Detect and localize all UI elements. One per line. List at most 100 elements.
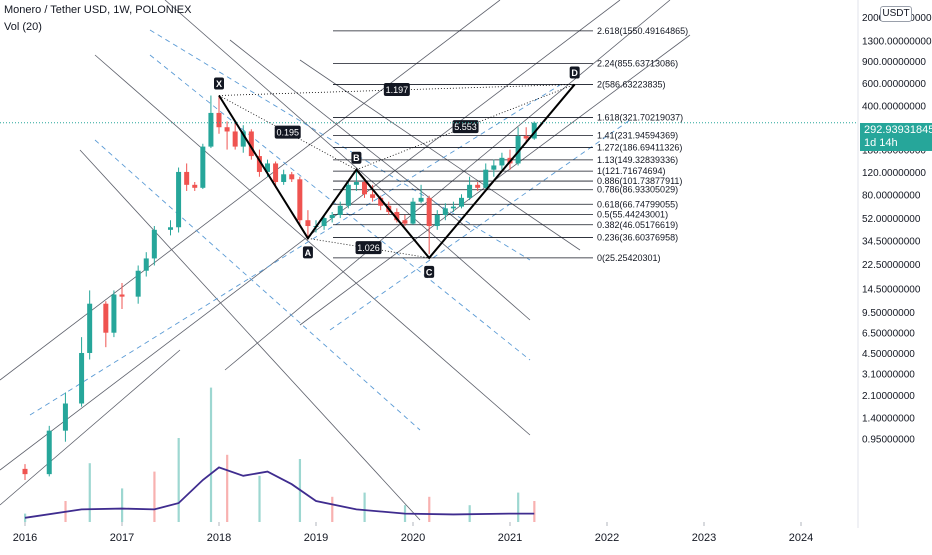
- candle-body: [256, 156, 262, 172]
- channel-line: [299, 59, 581, 251]
- volume-bar: [226, 454, 229, 522]
- pattern-ratio-label: 0.195: [276, 128, 299, 138]
- price-tick-label: 120.00000000: [862, 168, 926, 179]
- channel-line: [94, 54, 531, 436]
- fib-level-label: 1(121.71674694): [597, 166, 666, 176]
- candle-body: [62, 403, 68, 431]
- pattern-ratio-label: 1.026: [357, 243, 380, 253]
- candle-body: [329, 214, 335, 219]
- candle-body: [248, 131, 254, 157]
- time-tick-label: 2024: [789, 532, 813, 544]
- price-tick-label: 4.50000000: [862, 349, 915, 360]
- fib-level-label: 0.236(36.60376958): [597, 232, 678, 242]
- pattern-point-badge: [569, 66, 580, 79]
- price-tick-label: 34.50000000: [862, 237, 921, 248]
- volume-bar: [363, 492, 366, 522]
- candle-body: [208, 112, 214, 147]
- fib-level-label: 1.13(149.32839336): [597, 155, 678, 165]
- price-tick-label: 80.00000000: [862, 190, 921, 201]
- candle-body: [151, 229, 157, 259]
- candle-body: [394, 212, 400, 221]
- currency-unit-badge[interactable]: USDT: [880, 6, 912, 22]
- candle-body: [240, 131, 246, 147]
- volume-bar: [331, 496, 334, 522]
- pattern-point-badge: [302, 246, 313, 259]
- fib-levels: 2.618(1550.49164865) 2.24(855.63713086) 2(…: [333, 26, 688, 263]
- price-tick-label: 14.50000000: [862, 284, 921, 295]
- candle-body: [426, 197, 432, 227]
- candle-body: [176, 171, 182, 228]
- fib-level-label: 0.382(46.05176619): [597, 220, 678, 230]
- candle-body: [289, 174, 295, 180]
- pattern-point-label: A: [305, 248, 312, 258]
- candle-body: [46, 430, 52, 475]
- volume-bar: [533, 501, 536, 522]
- time-tick-label: 2016: [13, 532, 37, 544]
- candle-body: [499, 157, 505, 166]
- time-tick-label: 2021: [498, 532, 522, 544]
- fib-level-label: 0.618(66.74799055): [597, 199, 678, 209]
- candle-body: [378, 197, 384, 206]
- candle-body: [362, 181, 367, 195]
- candle-body: [483, 169, 489, 188]
- time-tick-label: 2017: [110, 532, 134, 544]
- price-tick-label: 52.00000000: [862, 214, 921, 225]
- candle-body: [232, 131, 238, 147]
- candle-body: [111, 294, 117, 333]
- price-tick-label: 2.10000000: [862, 391, 915, 402]
- pattern-ratio-badge: [383, 82, 410, 96]
- fib-level-label: 1.41(231.94594369): [597, 131, 678, 141]
- fib-level-label: 2.24(855.63713086): [597, 59, 678, 69]
- candle-body: [442, 208, 448, 215]
- volume-bar: [177, 438, 180, 522]
- volume-bars: [24, 387, 536, 522]
- fib-level-label: 1.272(186.69411326): [597, 143, 682, 153]
- price-tick-label: 900.00000000: [862, 57, 926, 68]
- time-tick-label: 2023: [692, 532, 716, 544]
- candle-body: [402, 220, 408, 224]
- candle-body: [410, 201, 416, 224]
- symbol-title[interactable]: Monero / Tether USD, 1W, POLONIEX: [4, 4, 192, 16]
- candle-body: [450, 206, 456, 209]
- candle-body: [224, 127, 230, 132]
- fib-level-label: 0.886(101.73877911): [597, 176, 682, 186]
- volume-bar: [88, 463, 91, 522]
- fib-level-label: 0.5(55.44243001): [597, 210, 668, 220]
- candle-body: [184, 171, 190, 185]
- time-tick-label: 2019: [304, 532, 328, 544]
- candle-body: [265, 163, 270, 172]
- pattern-point-badge: [351, 151, 362, 164]
- candle-body: [200, 146, 206, 188]
- candle-body: [305, 220, 311, 227]
- candle-body: [515, 136, 521, 164]
- channel-dashed-line: [94, 139, 421, 431]
- price-tick-label: 600.00000000: [862, 79, 926, 90]
- volume-bar: [258, 475, 261, 522]
- candle-body: [491, 165, 497, 170]
- candles: [22, 95, 537, 480]
- candle-body: [523, 136, 529, 139]
- fib-level-label: 2(586.63223835): [597, 79, 666, 89]
- candle-body: [216, 112, 222, 128]
- candle-body: [475, 184, 481, 188]
- pattern-ratio-label: 1.197: [386, 85, 409, 95]
- candle-body: [370, 194, 376, 198]
- candle-body: [135, 270, 141, 297]
- time-axis[interactable]: 2016 2017 2018 2019 2020 2021 2022 2023 2024: [13, 522, 813, 544]
- pattern-ratio-label: 5.553: [454, 122, 477, 132]
- volume-bar: [428, 496, 431, 522]
- candle-body: [459, 197, 464, 207]
- pattern-ratio-badge: [274, 125, 301, 139]
- time-tick-label: 2022: [595, 532, 619, 544]
- pattern-point-label: D: [571, 68, 578, 78]
- price-tick-label: 1300.00000000: [862, 37, 932, 48]
- candle-body: [434, 214, 440, 227]
- price-tick-label: 0.95000000: [862, 435, 915, 446]
- price-tick-label: 22.50000000: [862, 260, 921, 271]
- pattern-ratio-badge: [355, 241, 382, 255]
- harmonic-pattern[interactable]: X A B C D 0.195 1.026 1.197 5.553: [214, 66, 580, 278]
- volume-indicator-label[interactable]: Vol (20): [4, 21, 42, 33]
- pattern-ratio-badge: [452, 120, 479, 134]
